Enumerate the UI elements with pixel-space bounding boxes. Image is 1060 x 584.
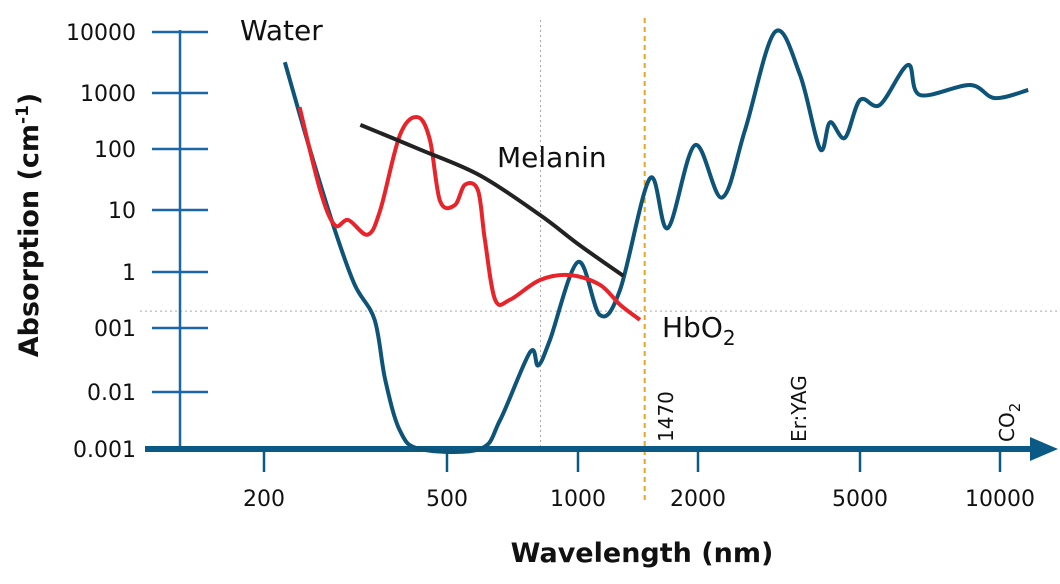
x-tick-label: 2000 xyxy=(670,487,726,512)
y-axis: 10000 1000 100 10 1 001 0.01 0.001 xyxy=(66,21,208,463)
annotation-er-yag: Er:YAG xyxy=(787,375,811,442)
y-tick-label: 0.01 xyxy=(87,381,136,406)
y-tick-label: 100 xyxy=(94,138,136,163)
series-label-water: Water xyxy=(240,14,323,47)
x-tick-label: 1000 xyxy=(550,487,606,512)
x-tick-label: 200 xyxy=(243,487,285,512)
annotation-co2: CO2 xyxy=(995,403,1024,442)
x-axis-arrow-icon xyxy=(1030,437,1058,461)
y-tick-label: 1 xyxy=(122,261,136,286)
y-tick-label: 1000 xyxy=(80,82,136,107)
series-label-hbo2: HbO2 xyxy=(662,311,736,350)
series-label-melanin: Melanin xyxy=(497,141,607,174)
y-axis-title: Absorption (cm-1) xyxy=(13,93,45,358)
series-line-water xyxy=(282,28,1029,454)
annotation-1470: 1470 xyxy=(654,391,678,442)
series-curves xyxy=(282,28,1029,454)
x-axis: 200 500 1000 2000 5000 10000 xyxy=(145,437,1058,512)
x-tick-label: 10000 xyxy=(965,487,1035,512)
y-tick-label: 10 xyxy=(108,199,136,224)
x-tick-label: 500 xyxy=(426,487,468,512)
reference-lines xyxy=(140,18,1060,500)
y-tick-label: 0.001 xyxy=(73,438,136,463)
y-tick-label: 10000 xyxy=(66,21,136,46)
y-tick-label: 001 xyxy=(94,317,136,342)
x-tick-label: 5000 xyxy=(832,487,888,512)
series-line-melanin xyxy=(359,122,625,278)
x-axis-title: Wavelength (nm) xyxy=(511,538,774,569)
series-line-hbo xyxy=(297,106,642,322)
